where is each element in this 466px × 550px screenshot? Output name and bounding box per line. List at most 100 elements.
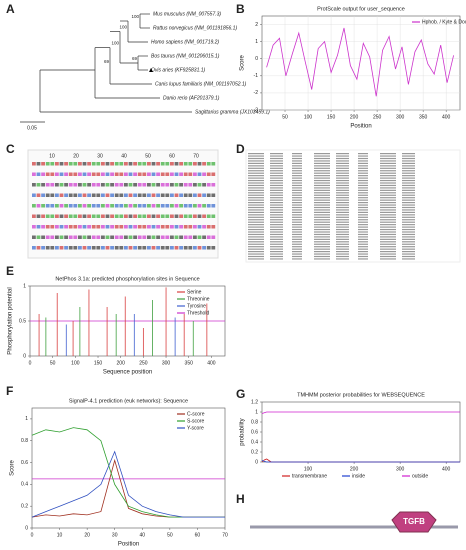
sequence-residue <box>147 204 151 208</box>
x-tick-label: 60 <box>195 532 201 538</box>
sequence-residue <box>137 193 142 197</box>
table-cell <box>380 216 396 218</box>
sequence-residue <box>170 204 174 208</box>
sequence-residue <box>59 214 64 218</box>
sequence-residue <box>174 246 179 250</box>
table-cell <box>402 233 415 236</box>
table-cell <box>336 211 349 213</box>
table-cell <box>292 162 302 164</box>
table-cell <box>270 253 283 255</box>
sequence-residue <box>55 246 59 250</box>
taxon-label: Bos taurus (NM_001206015.1) <box>151 53 220 59</box>
table-cell <box>336 155 349 157</box>
table-cell <box>248 248 264 250</box>
sequence-residue <box>59 162 64 166</box>
sequence-residue <box>128 193 133 197</box>
x-tick-label: 30 <box>112 532 118 538</box>
table-cell <box>380 221 396 223</box>
table-cell <box>314 167 330 169</box>
sequence-residue <box>179 246 183 250</box>
sequence-residue <box>193 235 197 239</box>
sequence-residue <box>128 172 133 176</box>
sequence-residue <box>142 225 147 229</box>
sequence-residue <box>105 162 110 166</box>
sequence-residue <box>64 246 68 250</box>
table-cell <box>402 162 415 164</box>
sequence-residue <box>206 172 211 176</box>
legend-label: Y-score <box>187 425 204 431</box>
sequence-residue <box>78 183 82 187</box>
y-tick-label: 0 <box>255 459 258 465</box>
sequence-residue <box>160 162 165 166</box>
x-tick-label: 250 <box>373 114 382 120</box>
table-cell <box>380 219 396 221</box>
sequence-residue <box>170 183 174 187</box>
table-cell <box>358 238 368 240</box>
table-cell <box>314 253 330 255</box>
table-cell <box>358 167 368 169</box>
sequence-residue <box>124 172 128 176</box>
table-cell <box>314 170 330 172</box>
sequence-residue <box>211 172 216 176</box>
sequence-residue <box>183 193 188 197</box>
sequence-residue <box>45 172 50 176</box>
table-cell <box>270 226 283 228</box>
sequence-residue <box>96 246 101 250</box>
table-cell <box>270 189 283 191</box>
table-cell <box>248 189 264 191</box>
table-cell <box>402 258 415 260</box>
sequence-residue <box>183 214 188 218</box>
table-cell <box>270 228 283 231</box>
table-cell <box>314 197 330 199</box>
table-cell <box>270 204 283 206</box>
table-cell <box>292 226 302 228</box>
panel-label: A <box>6 2 15 16</box>
table-cell <box>270 175 283 177</box>
table-cell <box>270 219 283 221</box>
table-cell <box>248 162 264 164</box>
sequence-residue <box>179 214 183 218</box>
table-cell <box>314 211 330 213</box>
sequence-residue <box>124 162 128 166</box>
sequence-residue <box>64 193 68 197</box>
sequence-residue <box>124 246 128 250</box>
table-cell <box>380 231 396 233</box>
sequence-residue <box>55 193 59 197</box>
table-cell <box>336 209 349 211</box>
sequence-residue <box>193 183 197 187</box>
sequence-residue <box>55 204 59 208</box>
table-cell <box>270 153 283 155</box>
sequence-residue <box>142 183 147 187</box>
x-tick-label: 400 <box>207 360 216 366</box>
table-cell <box>336 194 349 196</box>
x-tick-label: 400 <box>442 114 451 120</box>
sequence-residue <box>188 235 193 239</box>
sequence-residue <box>197 246 202 250</box>
sequence-residue <box>193 214 197 218</box>
sequence-residue <box>142 193 147 197</box>
sequence-residue <box>197 183 202 187</box>
table-cell <box>402 248 415 250</box>
sequence-residue <box>114 193 119 197</box>
table-cell <box>248 243 264 245</box>
panel-label: D <box>236 142 245 156</box>
y-tick-label: 0.4 <box>21 482 28 488</box>
table-cell <box>270 214 283 216</box>
sequence-residue <box>87 193 91 197</box>
sequence-residue <box>170 225 174 229</box>
table-cell <box>292 182 302 184</box>
x-tick-label: 200 <box>350 114 359 120</box>
sequence-residue <box>45 204 50 208</box>
table-cell <box>270 184 283 187</box>
sequence-residue <box>82 214 87 218</box>
sequence-residue <box>147 246 151 250</box>
legend-label: Threshold <box>187 310 209 316</box>
sequence-residue <box>78 162 82 166</box>
table-cell <box>314 219 330 221</box>
table-cell <box>292 179 302 182</box>
bootstrap-value: 100 <box>111 40 119 45</box>
table-cell <box>358 189 368 191</box>
sequence-residue <box>50 246 55 250</box>
table-cell <box>270 236 283 238</box>
table-cell <box>336 160 349 162</box>
